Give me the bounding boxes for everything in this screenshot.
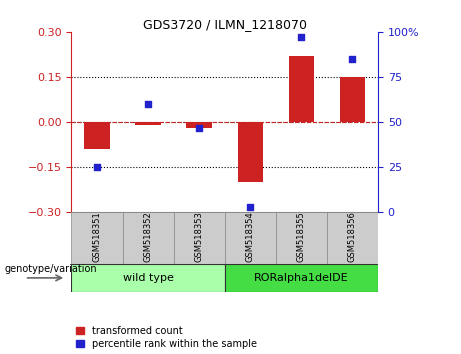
Bar bbox=[71, 212, 123, 264]
Bar bbox=[225, 264, 378, 292]
Point bbox=[195, 125, 203, 130]
Text: GSM518355: GSM518355 bbox=[297, 212, 306, 262]
Bar bbox=[174, 212, 225, 264]
Text: GSM518351: GSM518351 bbox=[93, 212, 101, 262]
Bar bbox=[289, 56, 314, 122]
Bar bbox=[84, 122, 110, 149]
Legend: transformed count, percentile rank within the sample: transformed count, percentile rank withi… bbox=[77, 326, 257, 349]
Bar bbox=[237, 122, 263, 182]
Text: GSM518356: GSM518356 bbox=[348, 212, 357, 262]
Text: RORalpha1delDE: RORalpha1delDE bbox=[254, 273, 349, 283]
Title: GDS3720 / ILMN_1218070: GDS3720 / ILMN_1218070 bbox=[143, 18, 307, 31]
Point bbox=[298, 34, 305, 40]
Bar bbox=[327, 212, 378, 264]
Bar bbox=[71, 264, 225, 292]
Bar bbox=[186, 122, 212, 128]
Bar bbox=[276, 212, 327, 264]
Bar bbox=[225, 212, 276, 264]
Point bbox=[144, 101, 152, 107]
Bar bbox=[123, 212, 174, 264]
Bar bbox=[340, 77, 365, 122]
Bar bbox=[136, 122, 161, 125]
Text: GSM518354: GSM518354 bbox=[246, 212, 255, 262]
Point bbox=[247, 204, 254, 210]
Text: wild type: wild type bbox=[123, 273, 173, 283]
Point bbox=[93, 164, 100, 170]
Text: genotype/variation: genotype/variation bbox=[5, 264, 97, 274]
Point bbox=[349, 56, 356, 62]
Text: GSM518353: GSM518353 bbox=[195, 212, 204, 262]
Text: GSM518352: GSM518352 bbox=[143, 212, 153, 262]
